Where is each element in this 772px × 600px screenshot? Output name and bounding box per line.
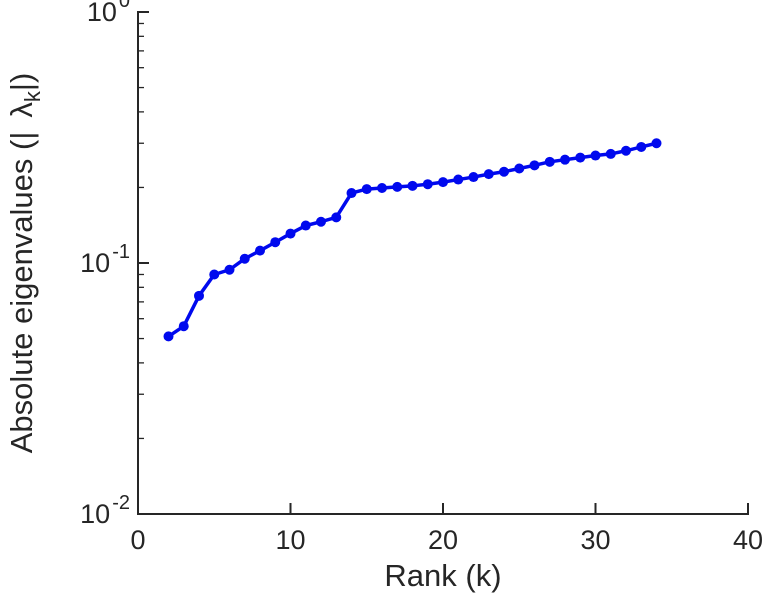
data-point — [514, 163, 525, 174]
data-point — [544, 156, 555, 167]
data-point — [270, 237, 281, 248]
x-tick-label: 10 — [275, 525, 305, 555]
y-tick-label: 10 0 — [87, 0, 130, 27]
data-point — [590, 150, 601, 161]
data-point — [194, 290, 204, 301]
data-point — [239, 253, 250, 264]
data-point — [361, 184, 372, 195]
y-tick-label: 10 -2 — [80, 492, 130, 529]
data-point — [209, 269, 220, 280]
axes — [137, 11, 749, 515]
data-point — [560, 154, 570, 165]
data-point — [499, 166, 509, 177]
x-ticks: 0 10 20 30 40 — [130, 503, 763, 555]
data-line — [166, 141, 659, 339]
data-point — [178, 321, 189, 332]
data-point — [636, 141, 647, 152]
y-tick-label: 10 -1 — [80, 241, 130, 278]
data-point — [529, 160, 540, 171]
data-point — [285, 228, 296, 239]
data-point — [453, 174, 464, 185]
y-axis-label: Absolute eigenvalues (|λk|) — [4, 73, 45, 454]
x-tick-label: 30 — [580, 525, 610, 555]
data-point — [392, 181, 403, 192]
data-point — [346, 188, 357, 199]
data-point — [300, 220, 311, 231]
data-point — [651, 138, 662, 149]
x-axis-label: Rank (k) — [384, 558, 501, 593]
x-tick-label: 0 — [130, 525, 145, 555]
data-point — [422, 179, 433, 190]
y-minor-ticks — [138, 22, 144, 440]
data-point — [377, 182, 387, 193]
data-point — [163, 331, 174, 342]
data-point — [224, 264, 235, 275]
x-tick-label: 40 — [733, 525, 763, 555]
data-point — [331, 212, 342, 223]
data-point — [255, 245, 265, 256]
data-point — [621, 145, 631, 156]
data-point — [316, 216, 326, 227]
data-point — [438, 177, 448, 188]
data-point — [468, 172, 479, 183]
x-tick-label: 20 — [428, 525, 458, 555]
data-point — [483, 169, 494, 180]
data-point — [605, 148, 616, 159]
data-markers — [163, 138, 662, 342]
data-point — [575, 152, 586, 163]
data-point — [407, 180, 418, 191]
